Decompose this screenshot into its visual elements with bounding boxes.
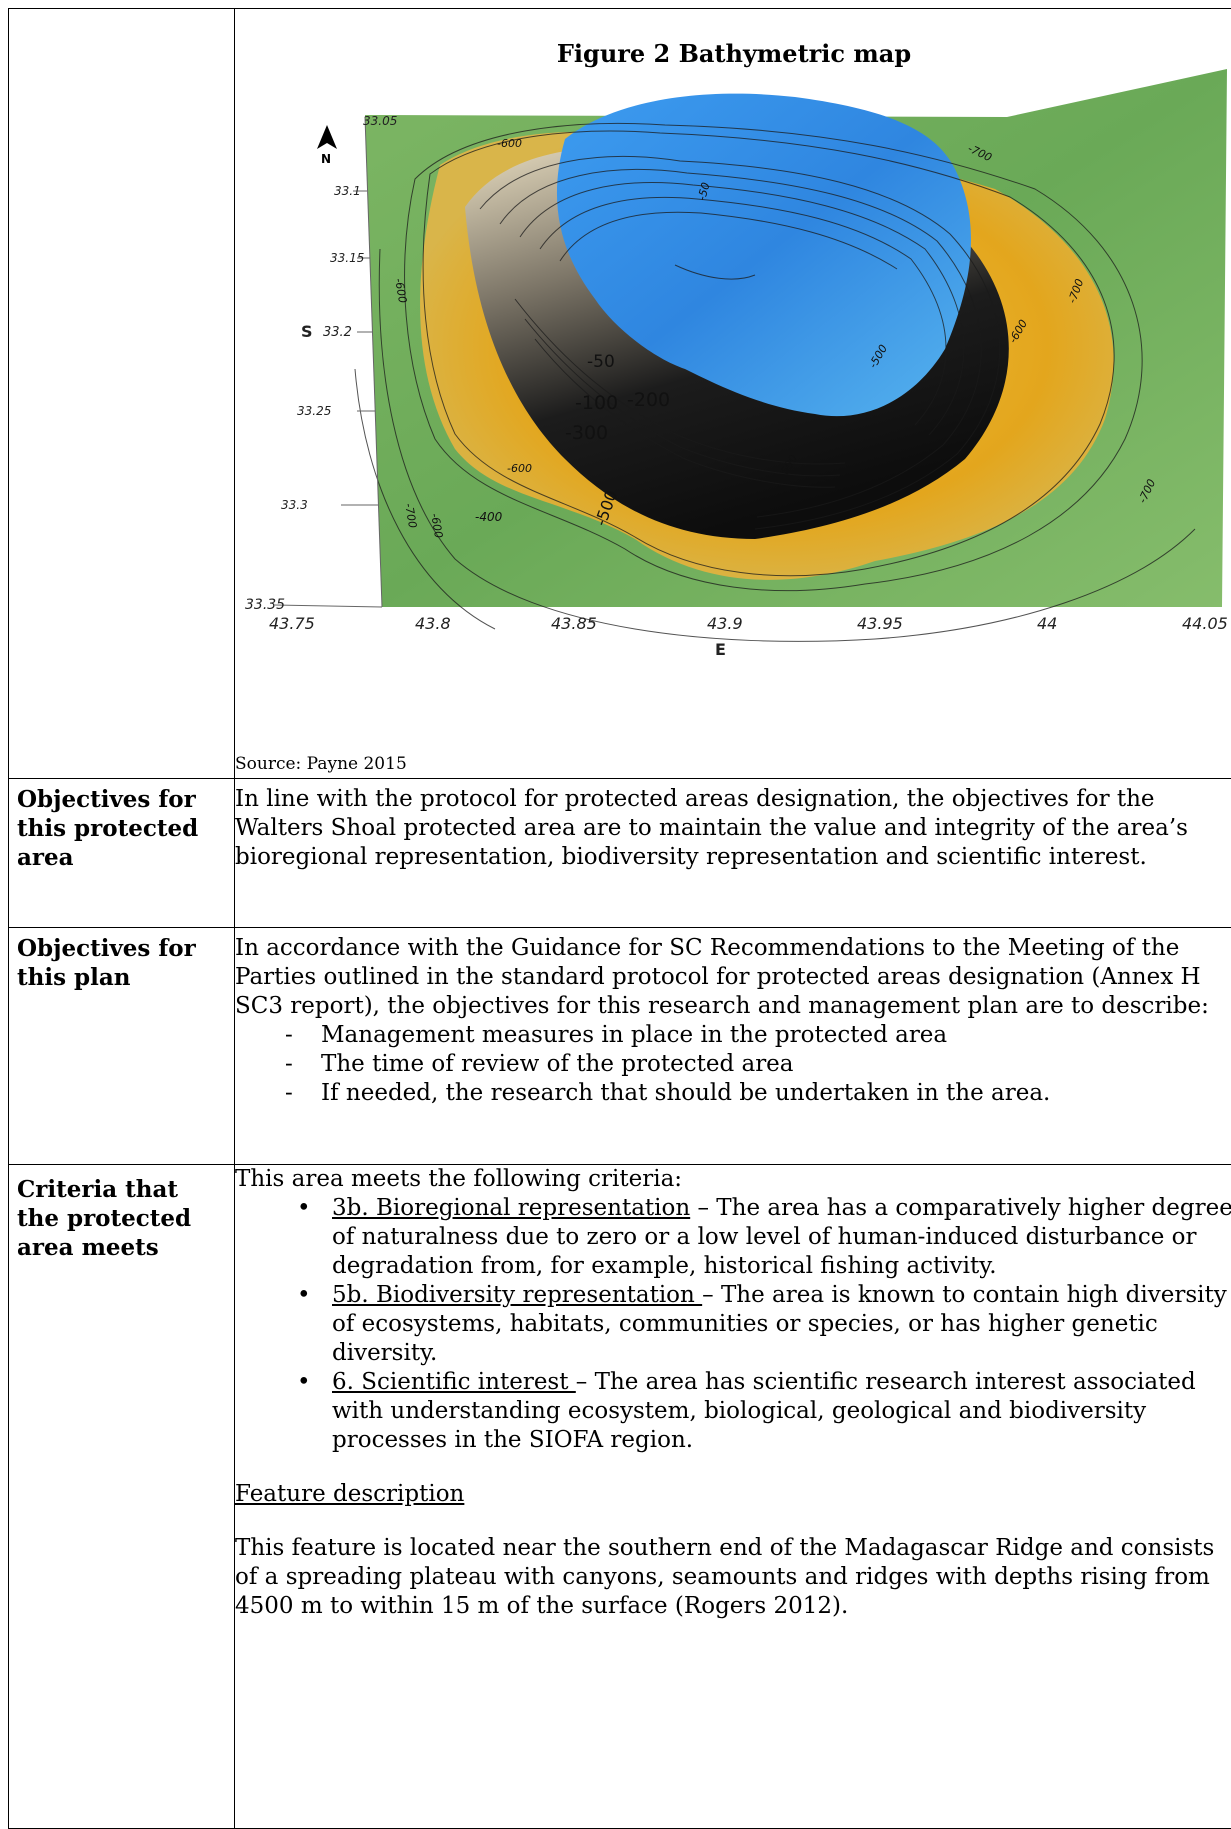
bathymetric-map-image: -600 -700 -600 -700 -600 -500 -50 -100 -… bbox=[235, 69, 1231, 753]
figure-cell: Figure 2 Bathymetric map bbox=[235, 9, 1231, 779]
lat-tick-label: 33.05 bbox=[363, 114, 397, 128]
lon-axis-label: E bbox=[715, 640, 726, 659]
criteria-item: • 5b. Biodiversity representation – The … bbox=[235, 1281, 1231, 1368]
list-item-text: If needed, the research that should be u… bbox=[321, 1080, 1050, 1106]
objectives-plan-intro: In accordance with the Guidance for SC R… bbox=[235, 928, 1231, 1021]
lon-tick-label: 43.9 bbox=[707, 614, 743, 633]
lat-axis-label: S bbox=[301, 322, 313, 341]
empty-label-cell bbox=[9, 9, 235, 779]
content-cell: In line with the protocol for protected … bbox=[235, 779, 1231, 928]
dash-marker: - bbox=[285, 1021, 293, 1050]
figure-title: Figure 2 Bathymetric map bbox=[235, 9, 1231, 69]
bullet-marker: • bbox=[297, 1194, 311, 1223]
objectives-area-text: In line with the protocol for protected … bbox=[235, 779, 1231, 872]
lat-tick-label: 33.35 bbox=[245, 597, 285, 613]
criteria-item: • 6. Scientific interest – The area has … bbox=[235, 1368, 1231, 1455]
bullet-marker: • bbox=[297, 1281, 311, 1310]
label-cell: Objectives for this protected area bbox=[9, 779, 235, 928]
plan-table: Figure 2 Bathymetric map bbox=[8, 8, 1231, 1829]
list-item: - The time of review of the protected are… bbox=[235, 1050, 1231, 1079]
dash-marker: - bbox=[285, 1079, 293, 1108]
figure-source: Source: Payne 2015 bbox=[235, 753, 1231, 778]
content-cell: In accordance with the Guidance for SC R… bbox=[235, 928, 1231, 1165]
contour-label: -600 bbox=[507, 462, 532, 475]
list-item-text: Management measures in place in the prot… bbox=[321, 1022, 947, 1048]
lon-tick-label: 43.85 bbox=[551, 614, 597, 633]
row-label: Objectives for this plan bbox=[9, 928, 234, 992]
lat-tick-label: 33.3 bbox=[281, 498, 308, 512]
criteria-title: 3b. Bioregional representation bbox=[332, 1195, 690, 1221]
row-label: Criteria that the protected area meets bbox=[9, 1165, 234, 1262]
contour-label: -200 bbox=[627, 389, 670, 411]
contour-label: -100 bbox=[575, 392, 618, 414]
list-item: - Management measures in place in the pro… bbox=[235, 1021, 1231, 1050]
feature-description-heading: Feature description bbox=[235, 1480, 1231, 1509]
lon-tick-label: 43.8 bbox=[415, 614, 451, 633]
contour-label: -400 bbox=[475, 510, 503, 524]
north-arrow-icon: N bbox=[317, 125, 337, 166]
longitude-axis: 43.75 43.8 43.85 43.9 43.95 44 44.05 E bbox=[269, 614, 1228, 659]
contour-label: -50 bbox=[587, 352, 615, 372]
lon-tick-label: 44 bbox=[1037, 614, 1057, 633]
feature-description-text: This feature is located near the souther… bbox=[235, 1534, 1231, 1621]
lon-tick-label: 43.75 bbox=[269, 614, 315, 633]
criteria-row: Criteria that the protected area meets T… bbox=[9, 1165, 1231, 1829]
criteria-title: 6. Scientific interest bbox=[332, 1369, 576, 1395]
dash-marker: - bbox=[285, 1050, 293, 1079]
criteria-intro: This area meets the following criteria: bbox=[235, 1165, 1231, 1194]
objectives-plan-row: Objectives for this plan In accordance w… bbox=[9, 928, 1231, 1165]
lon-tick-label: 43.95 bbox=[857, 614, 903, 633]
contour-label: -600 bbox=[497, 137, 522, 150]
lon-tick-label: 44.05 bbox=[1182, 614, 1228, 633]
criteria-title: 5b. Biodiversity representation bbox=[332, 1282, 702, 1308]
bullet-marker: • bbox=[297, 1368, 311, 1397]
figure-row: Figure 2 Bathymetric map bbox=[9, 9, 1231, 779]
contour-label: -300 bbox=[565, 422, 608, 444]
label-cell: Objectives for this plan bbox=[9, 928, 235, 1165]
bathymetric-map: -600 -700 -600 -700 -600 -500 -50 -100 -… bbox=[235, 69, 1231, 753]
label-cell: Criteria that the protected area meets bbox=[9, 1165, 235, 1829]
row-label: Objectives for this protected area bbox=[9, 779, 234, 872]
criteria-item: • 3b. Bioregional representation – The a… bbox=[235, 1194, 1231, 1281]
lat-tick-label: 33.2 bbox=[323, 325, 352, 340]
lat-tick-label: 33.15 bbox=[330, 251, 364, 265]
content-cell: This area meets the following criteria: … bbox=[235, 1165, 1231, 1829]
lat-tick-label: 33.25 bbox=[297, 404, 331, 418]
list-item: - If needed, the research that should be … bbox=[235, 1079, 1231, 1108]
list-item-text: The time of review of the protected area bbox=[321, 1051, 794, 1077]
lat-tick-label: 33.1 bbox=[334, 184, 361, 198]
north-label: N bbox=[321, 152, 331, 166]
objectives-area-row: Objectives for this protected area In li… bbox=[9, 779, 1231, 928]
